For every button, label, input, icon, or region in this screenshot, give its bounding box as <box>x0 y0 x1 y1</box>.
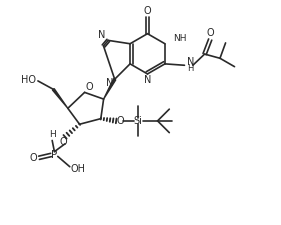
Text: OH: OH <box>70 164 85 174</box>
Polygon shape <box>52 89 68 108</box>
Text: O: O <box>206 28 214 38</box>
Text: Si: Si <box>133 116 142 126</box>
Text: O: O <box>144 6 151 16</box>
Text: N: N <box>106 79 113 88</box>
Text: N: N <box>187 57 194 67</box>
Polygon shape <box>104 79 116 99</box>
Text: HO: HO <box>21 74 37 85</box>
Text: N: N <box>144 75 152 85</box>
Text: O: O <box>60 137 67 147</box>
Text: NH: NH <box>173 34 187 43</box>
Text: O: O <box>30 153 37 163</box>
Text: H: H <box>49 130 56 139</box>
Text: H: H <box>187 64 194 73</box>
Text: O: O <box>86 82 94 92</box>
Text: O: O <box>117 116 124 126</box>
Text: N: N <box>98 30 106 40</box>
Text: P: P <box>51 150 58 160</box>
